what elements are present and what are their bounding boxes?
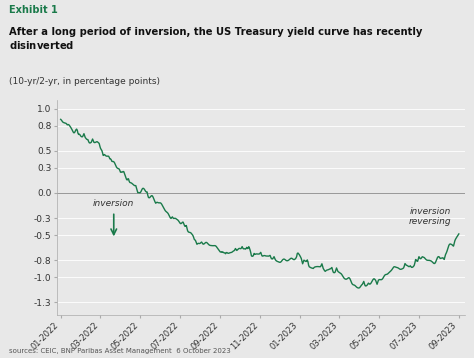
Text: sources: CEIC, BNP Paribas Asset Management  6 October 2023: sources: CEIC, BNP Paribas Asset Managem…	[9, 348, 231, 354]
Text: Exhibit 1: Exhibit 1	[9, 5, 58, 15]
Text: inversion: inversion	[93, 199, 135, 208]
Text: inversion
reversing: inversion reversing	[409, 207, 452, 226]
Text: (10-yr/2-yr, in percentage points): (10-yr/2-yr, in percentage points)	[9, 77, 161, 86]
Text: After a long period of inversion, the US Treasury yield curve has recently
$\bf{: After a long period of inversion, the US…	[9, 27, 423, 51]
